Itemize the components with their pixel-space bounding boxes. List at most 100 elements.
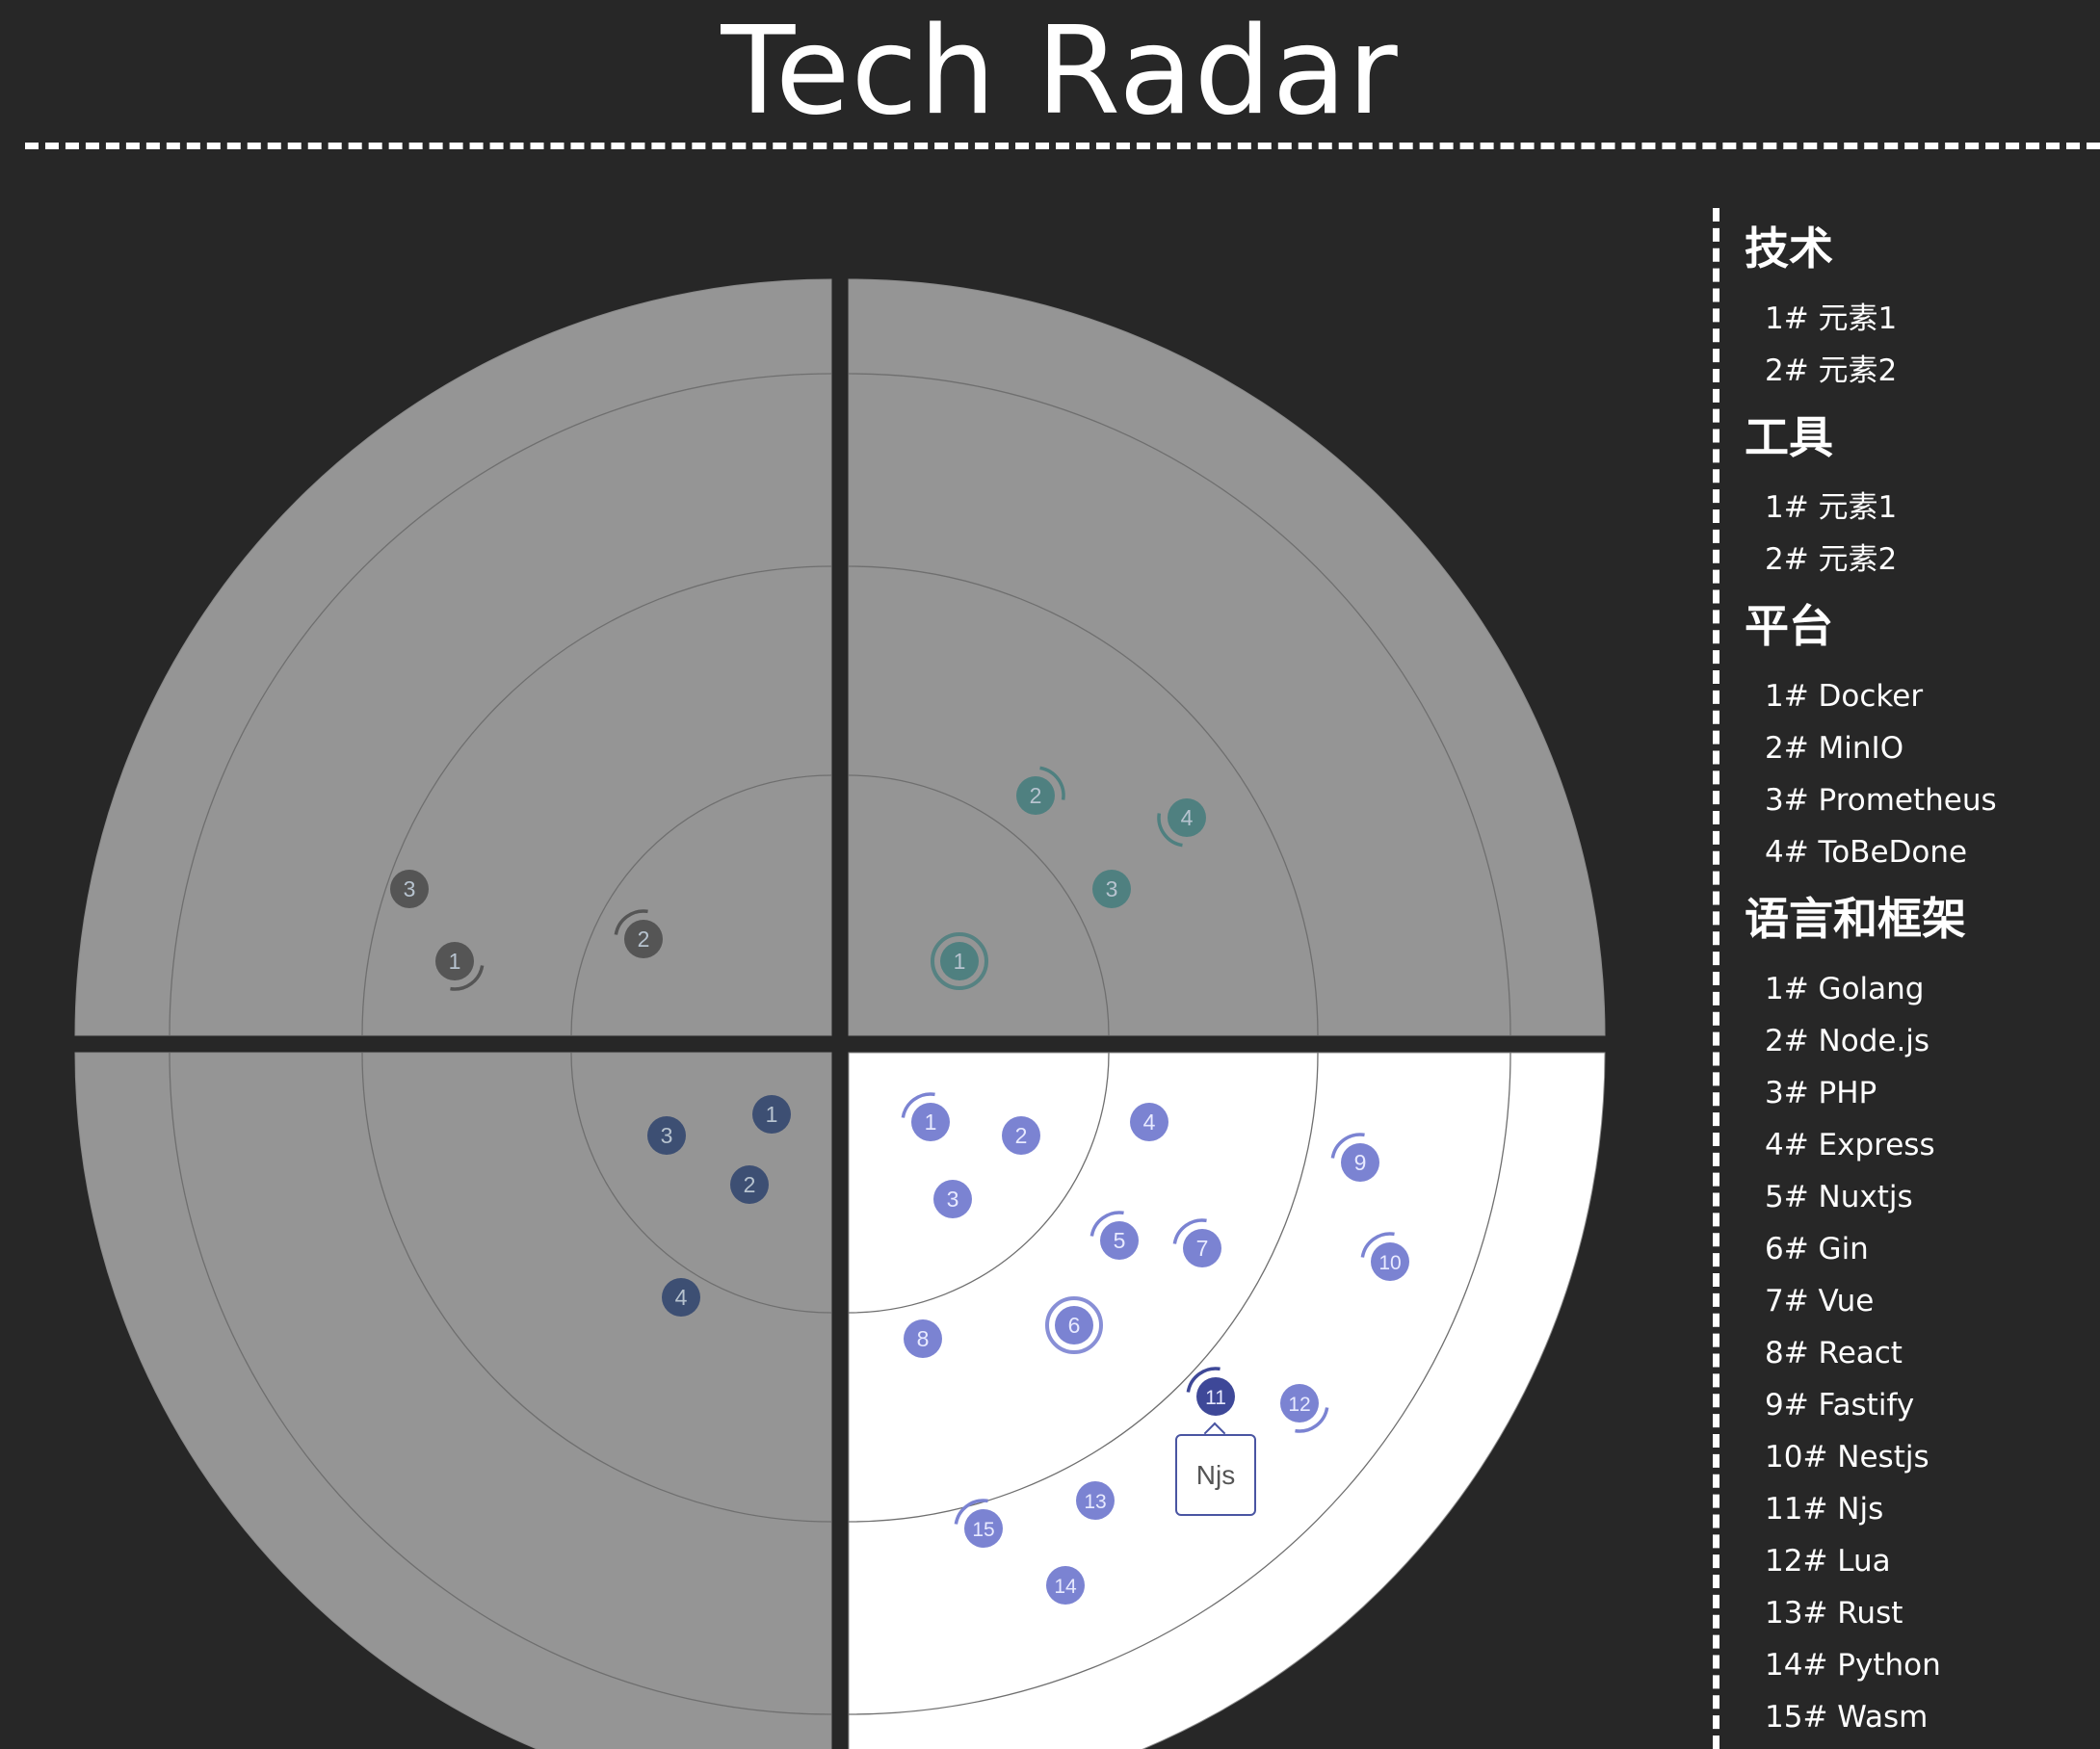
blip-bottom-left-2[interactable]: 2 [730, 1165, 769, 1204]
blip-arc [1089, 1211, 1124, 1237]
legend-panel: 技术 1# 元素1 2# 元素2 工具 1# 元素1 2# 元素2 平台 1# Docker 2… [1713, 208, 2100, 1749]
legend-item[interactable]: 15# Wasm [1765, 1700, 1929, 1735]
blip-tooltip: Njs [1175, 1434, 1256, 1516]
blip-bottom-right-9[interactable]: 9 [1330, 1133, 1379, 1182]
legend-item[interactable]: 12# Lua [1765, 1544, 1891, 1579]
blip-top-right-4[interactable]: 4 [1157, 798, 1206, 848]
blip-label: 2 [638, 927, 650, 952]
blip-label: 7 [1196, 1236, 1209, 1261]
blip-dot [1130, 1103, 1168, 1141]
blip-bottom-right-4[interactable]: 4 [1130, 1103, 1168, 1141]
blip-bottom-right-15[interactable]: 15 [954, 1499, 1003, 1548]
legend-item[interactable]: 13# Rust [1765, 1596, 1903, 1631]
blip-dot [940, 942, 979, 980]
blip-top-left-3[interactable]: 3 [390, 870, 429, 908]
legend-item[interactable]: 1# 元素1 [1765, 490, 1898, 525]
legend-item[interactable]: 1# Golang [1765, 972, 1925, 1006]
blip-dot [1371, 1242, 1409, 1281]
blip-bottom-right-13[interactable]: 13 [1076, 1481, 1115, 1520]
blip-label: 10 [1378, 1252, 1401, 1274]
legend-item[interactable]: 1# Docker [1765, 679, 1924, 714]
ring-arc [361, 565, 832, 1036]
blip-bottom-left-4[interactable]: 4 [662, 1278, 700, 1317]
blip-label: 4 [1143, 1109, 1156, 1135]
blip-label: 6 [1068, 1313, 1081, 1338]
blip-bottom-left-1[interactable]: 1 [752, 1095, 791, 1134]
quadrant-top-right[interactable] [848, 278, 1606, 1036]
blip-label: 4 [675, 1285, 688, 1310]
legend-item[interactable]: 2# MinIO [1765, 731, 1904, 766]
blip-label: 3 [947, 1187, 959, 1212]
blip-dot [1002, 1116, 1040, 1155]
blip-top-right-2[interactable]: 2 [1016, 766, 1065, 815]
blip-label: 8 [917, 1326, 930, 1351]
blip-dot [1196, 1377, 1235, 1416]
blip-bottom-right-1[interactable]: 1 [901, 1092, 950, 1141]
legend-list: 1# 元素1 2# 元素2 [1719, 482, 2100, 586]
legend-item[interactable]: 3# PHP [1765, 1076, 1877, 1110]
blip-bottom-right-8[interactable]: 8 [904, 1319, 942, 1358]
blip-ring [931, 932, 988, 990]
blip-bottom-right-11[interactable]: 11 [1186, 1367, 1235, 1416]
blip-label: 3 [661, 1123, 673, 1148]
blip-dot [1168, 798, 1206, 837]
legend-item[interactable]: 3# Prometheus [1765, 783, 1997, 818]
blip-label: 12 [1288, 1394, 1310, 1416]
blip-top-left-1[interactable]: 1 [435, 942, 485, 991]
legend-list: 1# 元素1 2# 元素2 [1719, 293, 2100, 397]
blip-bottom-left-3[interactable]: 3 [647, 1116, 686, 1155]
legend-item[interactable]: 2# 元素2 [1765, 542, 1898, 577]
legend-item[interactable]: 1# 元素1 [1765, 301, 1898, 336]
blip-label: 2 [1030, 783, 1042, 808]
legend-item[interactable]: 11# Njs [1765, 1492, 1884, 1527]
page-title: Tech Radar [721, 0, 1399, 142]
blip-label: 15 [972, 1519, 994, 1541]
blip-dot [752, 1095, 791, 1134]
legend-item[interactable]: 4# Express [1765, 1128, 1935, 1162]
blip-dot [390, 870, 429, 908]
blip-bottom-right-12[interactable]: 12 [1280, 1384, 1329, 1433]
blip-dot [1280, 1384, 1319, 1423]
blip-arc [1186, 1367, 1221, 1393]
blip-label: 2 [744, 1172, 756, 1197]
legend-item[interactable]: 8# React [1765, 1336, 1903, 1370]
blip-dot [1046, 1566, 1085, 1605]
blip-dot [1100, 1221, 1139, 1260]
legend-item[interactable]: 9# Fastify [1765, 1388, 1915, 1423]
legend-item[interactable]: 7# Vue [1765, 1284, 1875, 1318]
blip-label: 3 [1106, 876, 1118, 901]
ring-arc [848, 565, 1319, 1036]
legend-item[interactable]: 6# Gin [1765, 1232, 1869, 1266]
legend-item[interactable]: 5# Nuxtjs [1765, 1180, 1913, 1214]
blip-bottom-right-14[interactable]: 14 [1046, 1566, 1085, 1605]
blip-top-left-2[interactable]: 2 [614, 909, 663, 958]
legend-item[interactable]: 2# Node.js [1765, 1024, 1930, 1058]
blip-bottom-right-3[interactable]: 3 [933, 1180, 972, 1218]
quadrant-bottom-left[interactable] [74, 1052, 832, 1749]
quadrant-top-left[interactable] [74, 278, 832, 1036]
blip-arc [954, 1499, 988, 1525]
blip-top-right-1[interactable]: 1 [931, 932, 988, 990]
blip-ring [1045, 1296, 1103, 1354]
blip-bottom-right-5[interactable]: 5 [1089, 1211, 1139, 1260]
legend-section-title: 技术 [1745, 222, 1833, 274]
blip-label: 4 [1181, 805, 1194, 830]
blip-bottom-right-7[interactable]: 7 [1172, 1218, 1221, 1267]
blip-top-right-3[interactable]: 3 [1092, 870, 1131, 908]
blip-bottom-right-10[interactable]: 10 [1360, 1232, 1409, 1281]
blip-arc [1172, 1218, 1207, 1244]
blip-bottom-right-2[interactable]: 2 [1002, 1116, 1040, 1155]
ring-arc [570, 1052, 832, 1314]
legend-item[interactable]: 2# 元素2 [1765, 353, 1898, 388]
blip-label: 1 [449, 949, 461, 974]
blip-arc [1360, 1232, 1395, 1258]
legend-item[interactable]: 10# Nestjs [1765, 1440, 1929, 1475]
legend-item[interactable]: 4# ToBeDone [1765, 835, 1968, 870]
blip-label: 14 [1054, 1576, 1077, 1598]
blip-dot [435, 942, 474, 980]
title-divider [25, 143, 2100, 149]
legend-item[interactable]: 14# Python [1765, 1648, 1941, 1683]
blip-bottom-right-6[interactable]: 6 [1045, 1296, 1103, 1354]
ring-arc [848, 1052, 1511, 1715]
